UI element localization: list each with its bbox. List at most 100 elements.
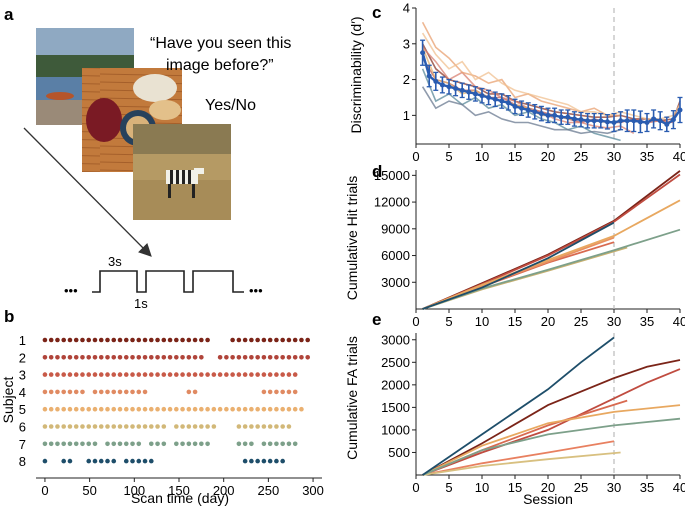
scan-dot xyxy=(167,372,173,377)
panel-label-b: b xyxy=(4,307,14,326)
scan-dot xyxy=(249,337,254,343)
scan-dot xyxy=(261,372,267,377)
chart-d-ytick-label: 3000 xyxy=(381,275,410,290)
chart-c-ylabel: Discriminability (d′) xyxy=(348,17,364,134)
scan-dot xyxy=(42,389,48,395)
scan-dot xyxy=(130,389,135,395)
scan-dot xyxy=(180,441,185,447)
scan-dot xyxy=(130,441,135,447)
mean-point xyxy=(532,109,538,115)
chart-e-xlabel: Session xyxy=(523,491,573,507)
scan-dot xyxy=(61,441,67,447)
chart-c-ytick-label: 2 xyxy=(403,72,410,87)
scan-dot xyxy=(242,355,248,360)
chart-d-ytick-label: 12000 xyxy=(374,195,410,210)
scan-dot xyxy=(292,337,298,343)
scan-dot xyxy=(92,424,98,429)
scan-dot xyxy=(105,406,110,412)
scan-dot xyxy=(42,355,48,360)
scan-dot xyxy=(217,372,223,377)
scan-dot xyxy=(199,337,204,343)
chart-b-subject-label: 5 xyxy=(19,402,26,417)
scan-dot xyxy=(192,441,198,447)
mean-point xyxy=(604,119,610,125)
scan-dot xyxy=(142,389,148,395)
scan-dot xyxy=(161,424,167,429)
mean-point xyxy=(505,100,511,106)
trial-timing-waveform xyxy=(92,270,244,293)
scan-dot xyxy=(236,441,242,447)
scan-dot xyxy=(148,337,154,343)
question-line-1: “Have you seen this xyxy=(150,35,291,52)
scan-dot xyxy=(142,424,148,429)
scan-dot xyxy=(186,355,192,360)
scan-dot xyxy=(192,337,198,343)
mean-point xyxy=(677,107,683,113)
scan-dot xyxy=(148,441,154,447)
duration-off-label: 1s xyxy=(134,296,148,311)
scan-dot xyxy=(192,389,198,395)
scan-dot xyxy=(111,458,117,464)
chart-d-xtick-label: 10 xyxy=(475,314,489,329)
scan-dot xyxy=(148,355,154,360)
scan-dot xyxy=(136,441,142,447)
scan-dot xyxy=(192,424,198,429)
scan-dot xyxy=(292,441,298,447)
scan-dot xyxy=(267,372,273,377)
scan-dot xyxy=(155,372,160,377)
scan-dot xyxy=(230,372,235,377)
scan-dot xyxy=(61,355,67,360)
scan-dot xyxy=(117,406,123,412)
subject-1-line xyxy=(422,359,681,476)
scan-dot xyxy=(161,441,167,447)
scan-dot xyxy=(148,372,154,377)
chart-e-xtick-label: 25 xyxy=(574,480,588,495)
scan-dot xyxy=(86,441,92,447)
chart-b-subject-label: 8 xyxy=(19,454,26,469)
scan-dot xyxy=(73,355,79,360)
chart-c-ytick-label: 1 xyxy=(403,108,410,123)
mean-point xyxy=(591,118,597,124)
chart-e-ytick-label: 2000 xyxy=(381,377,410,392)
scan-dot xyxy=(186,441,192,447)
scan-dot xyxy=(211,406,217,412)
ellipsis-left: ••• xyxy=(64,283,78,298)
scan-dot xyxy=(136,389,142,395)
scan-dot xyxy=(80,424,85,429)
mean-point xyxy=(644,120,650,126)
chart-d-xtick-label: 0 xyxy=(412,314,419,329)
scan-dot xyxy=(167,355,173,360)
scan-dot xyxy=(186,424,192,429)
scan-dot xyxy=(86,458,92,464)
scan-dot xyxy=(286,406,292,412)
chart-b-ylabel: Subject xyxy=(0,377,16,424)
scan-dot xyxy=(123,441,129,447)
scan-dot xyxy=(92,389,98,395)
scan-dot xyxy=(48,355,54,360)
scan-dot xyxy=(205,337,210,343)
stimulus-zebra-photo xyxy=(133,124,231,220)
mean-point xyxy=(439,82,445,88)
scan-dot xyxy=(274,424,279,429)
scan-dot xyxy=(255,355,260,360)
scan-dot xyxy=(274,337,279,343)
scan-dot xyxy=(130,337,135,343)
subject-1-line xyxy=(421,43,681,122)
scan-dot xyxy=(161,355,167,360)
mean-point xyxy=(466,89,472,95)
chart-b-xtick-label: 300 xyxy=(302,483,324,498)
mean-point xyxy=(657,118,663,124)
scan-dot xyxy=(67,424,73,429)
scan-dot xyxy=(299,355,304,360)
scan-dot xyxy=(86,406,92,412)
scan-dot xyxy=(142,458,148,464)
mean-point xyxy=(519,105,525,111)
chart-b-xlabel: Scan time (day) xyxy=(131,490,229,506)
scan-dot xyxy=(255,337,260,343)
discriminability-chart: 0 5 10 15 20 25 30 35 40 1 2 3 4 xyxy=(403,1,685,165)
scan-dot xyxy=(242,424,248,429)
scan-dot xyxy=(73,406,79,412)
scan-dot xyxy=(186,406,192,412)
mean-point xyxy=(578,117,584,123)
